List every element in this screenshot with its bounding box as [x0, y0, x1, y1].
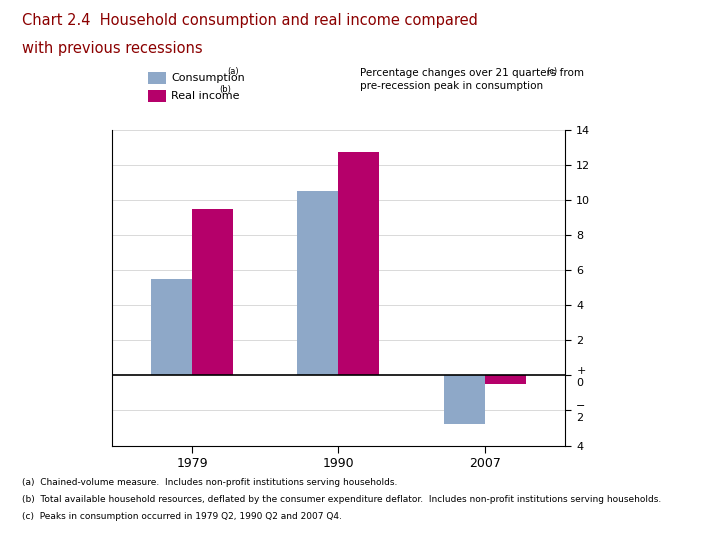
Text: Chart 2.4  Household consumption and real income compared: Chart 2.4 Household consumption and real… — [22, 14, 477, 29]
Bar — [485, 375, 526, 384]
Bar — [192, 208, 233, 375]
Text: (c): (c) — [546, 67, 557, 76]
Bar — [444, 375, 485, 424]
Text: (a): (a) — [228, 68, 239, 76]
Text: (b)  Total available household resources, deflated by the consumer expenditure d: (b) Total available household resources,… — [22, 495, 661, 504]
Text: (a)  Chained-volume measure.  Includes non-profit institutions serving household: (a) Chained-volume measure. Includes non… — [22, 478, 397, 487]
Text: (c)  Peaks in consumption occurred in 1979 Q2, 1990 Q2 and 2007 Q4.: (c) Peaks in consumption occurred in 197… — [22, 512, 341, 522]
Bar — [338, 152, 379, 375]
Text: with previous recessions: with previous recessions — [22, 40, 202, 56]
Bar — [151, 279, 192, 375]
Text: Consumption: Consumption — [171, 73, 245, 83]
Bar — [297, 191, 338, 375]
Text: (b): (b) — [219, 85, 230, 93]
Text: Real income: Real income — [171, 91, 240, 100]
Text: Percentage changes over 21 quarters from
pre-recession peak in consumption: Percentage changes over 21 quarters from… — [360, 68, 584, 91]
